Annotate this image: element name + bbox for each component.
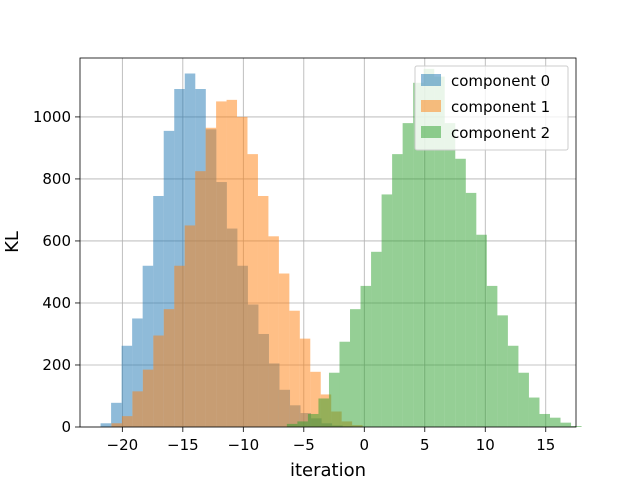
histogram-bar-series-2 [476, 234, 487, 427]
histogram-bar-series-2 [402, 123, 414, 427]
histogram-bar-series-1 [132, 391, 143, 427]
histogram-bar-series-1 [163, 309, 175, 427]
histogram-bar-series-1 [278, 273, 290, 427]
histogram-bar-series-2 [444, 123, 456, 427]
histogram-bar-series-1 [205, 127, 217, 427]
histogram-bar-series-2 [286, 423, 298, 427]
y-tick-label: 200 [42, 356, 71, 374]
histogram-bar-series-0 [100, 423, 112, 427]
histogram-bar-series-1 [216, 101, 227, 427]
histogram-bar-series-1 [195, 171, 206, 427]
histogram-bar-series-1 [237, 116, 248, 428]
histogram-bar-series-1 [121, 416, 133, 427]
histogram-bar-series-2 [381, 194, 393, 427]
histogram-bar-series-1 [257, 195, 269, 427]
histogram-bar-series-2 [307, 413, 319, 427]
y-tick-label: 600 [42, 232, 71, 250]
histogram-bar-series-2 [392, 154, 403, 428]
plot-frame [79, 57, 577, 428]
x-axis-label: iteration [290, 460, 366, 480]
histogram-bar-series-0 [174, 89, 185, 428]
histogram-bar-series-2 [371, 251, 382, 427]
histogram-bar-series-2 [507, 345, 519, 427]
histogram-bar-series-2 [434, 76, 445, 427]
histogram-bar-series-1 [289, 310, 300, 427]
histogram-bar-series-1 [142, 369, 154, 427]
legend-label: component 2 [451, 124, 550, 142]
y-tick-label: 1000 [33, 108, 71, 126]
histogram-bar-series-2 [318, 398, 329, 427]
histogram-bar-series-1 [247, 154, 258, 428]
histogram-bar-series-2 [497, 315, 508, 427]
y-tick-label: 800 [42, 170, 71, 188]
legend: component 0 component 1 component 2 [414, 65, 569, 151]
histogram-bar-series-1 [111, 423, 122, 427]
histogram-bar-series-0 [132, 318, 143, 427]
x-tick-label: 5 [420, 436, 430, 454]
histogram-bar-series-1 [299, 338, 311, 427]
histogram-bar-series-0 [142, 265, 154, 427]
y-tick-label: 0 [61, 418, 71, 436]
legend-label: component 0 [451, 72, 550, 90]
x-tick-label: −15 [167, 436, 199, 454]
histogram-bar-series-2 [360, 285, 372, 427]
histogram-bar-series-1 [226, 99, 238, 428]
histogram-bar-series-2 [339, 341, 351, 427]
histogram-bar-series-0 [163, 130, 175, 427]
histogram-bar-series-2 [413, 82, 424, 427]
histogram-bar-series-0 [153, 195, 164, 427]
histogram-bar-series-2 [465, 192, 477, 427]
histogram-bar-series-2 [528, 397, 540, 427]
x-tick-label: 0 [360, 436, 370, 454]
histogram-bar-series-2 [455, 158, 466, 427]
histogram-bar-series-2 [549, 417, 561, 427]
y-axis-label: KL [2, 231, 23, 253]
histogram-bar-series-2 [350, 309, 361, 427]
legend-label: component 1 [451, 98, 550, 116]
y-tick-label: 400 [42, 294, 71, 312]
axis-ticks: −20 −15 −10 −5 0 5 10 15 0 200 400 600 800 1000 [33, 108, 555, 454]
histogram-bar-series-2 [518, 372, 529, 427]
histogram-bar-series-1 [184, 225, 196, 427]
histogram-bar-series-2 [297, 421, 308, 427]
histogram-bar-series-0 [111, 402, 122, 427]
legend-box [414, 65, 569, 151]
histogram-bar-series-2 [486, 285, 498, 427]
x-tick-label: −5 [293, 436, 315, 454]
histogram-bar-series-1 [153, 335, 164, 427]
legend-swatch [421, 100, 441, 112]
x-tick-label: 10 [476, 436, 495, 454]
legend-swatch [421, 74, 441, 86]
histogram-bar-series-0 [121, 345, 133, 427]
histogram-bar-series-2 [328, 372, 340, 427]
histogram-bar-series-1 [268, 236, 279, 427]
histogram-bar-series-2 [423, 68, 435, 428]
x-tick-label: −20 [107, 436, 139, 454]
histogram-bar-series-1 [174, 265, 185, 427]
histogram-bar-series-1 [310, 371, 321, 427]
histogram-bar-series-2 [560, 422, 572, 427]
histogram-bar-series-2 [539, 413, 550, 427]
x-tick-label: −10 [227, 436, 259, 454]
histogram-bars [100, 68, 582, 428]
x-tick-label: 15 [536, 436, 555, 454]
legend-swatch [421, 126, 441, 138]
